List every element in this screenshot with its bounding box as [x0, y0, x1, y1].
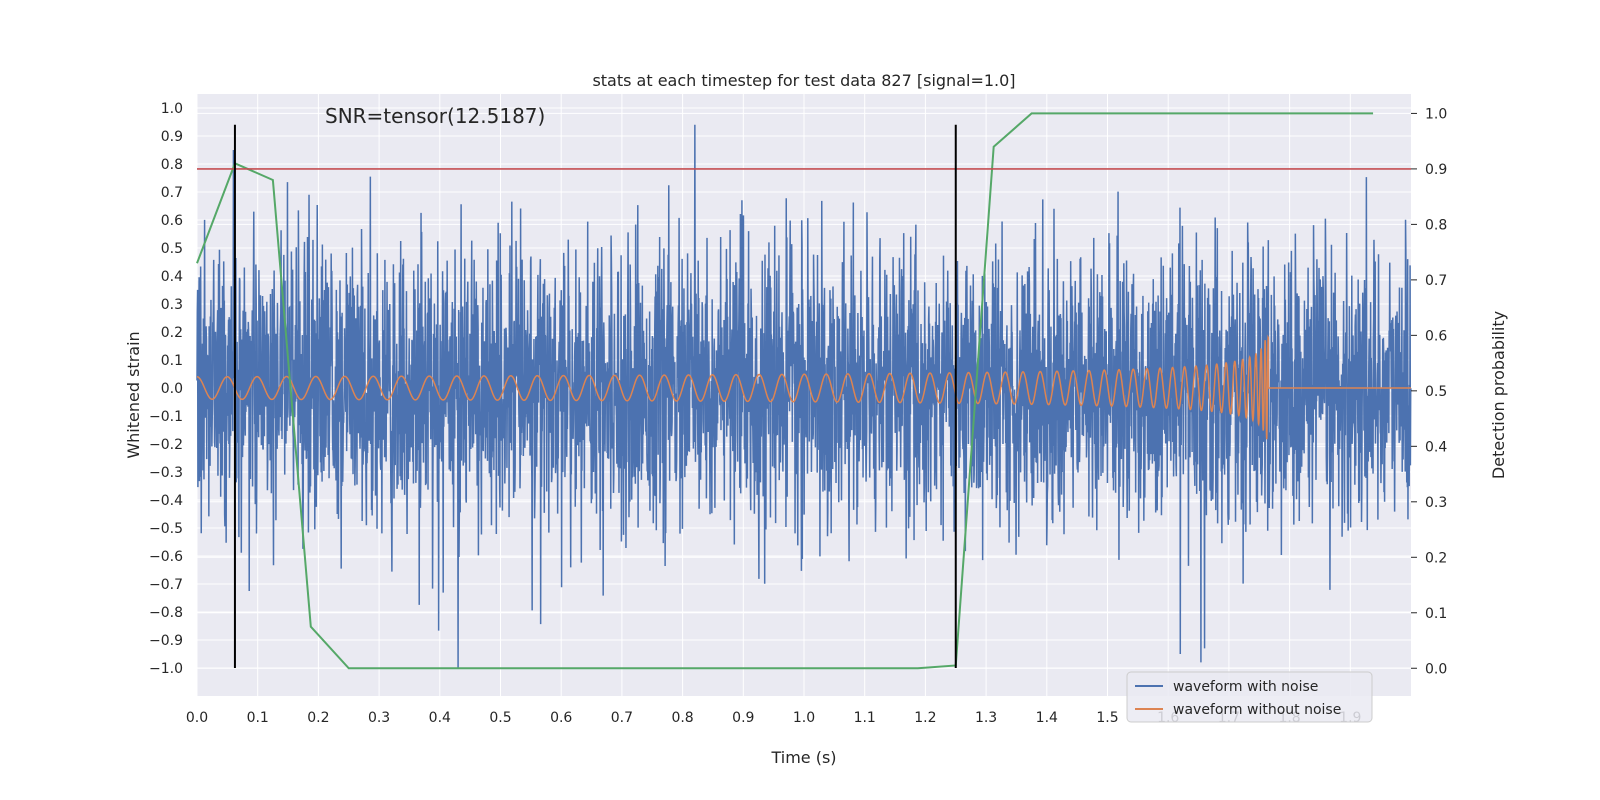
x-tick-label: 1.0 [793, 710, 815, 726]
x-tick-label: 0.5 [489, 710, 511, 726]
x-tick-label: 0.1 [247, 710, 269, 726]
y-tick-label: 0.0 [161, 381, 183, 397]
y-tick-label: 0.9 [161, 129, 183, 145]
y-tick-label: 1.0 [161, 101, 183, 117]
x-tick-label: 0.9 [732, 710, 754, 726]
legend-box [1126, 671, 1373, 723]
series-layer [196, 112, 1412, 670]
y2-tick-label: 0.2 [1425, 550, 1447, 566]
x-tick-label: 1.1 [854, 710, 876, 726]
y-tick-label: 0.8 [161, 157, 183, 173]
snr-annotation: SNR=tensor(12.5187) [325, 104, 545, 128]
y-tick-label: −0.4 [149, 493, 183, 509]
legend-label: waveform with noise [1173, 679, 1318, 695]
x-tick-label: 1.5 [1096, 710, 1118, 726]
y2-axis-label: Detection probability [1489, 311, 1508, 479]
y-axis-label: Whitened strain [124, 331, 143, 458]
x-tick-label: 1.2 [914, 710, 936, 726]
x-tick-label: 0.4 [429, 710, 451, 726]
y2-tick-label: 0.9 [1425, 162, 1447, 178]
x-tick-label: 0.3 [368, 710, 390, 726]
x-tick-label: 1.3 [975, 710, 997, 726]
y2-tick-label: 1.0 [1425, 106, 1447, 122]
overlay-layer [197, 124, 1411, 668]
y-tick-label: 0.4 [161, 269, 183, 285]
y-tick-label: 0.3 [161, 297, 183, 313]
y-tick-label: −0.7 [149, 577, 183, 593]
y-tick-label: −1.0 [149, 661, 183, 677]
y2-tick-label: 0.0 [1425, 661, 1447, 677]
x-axis-label: Time (s) [770, 748, 836, 767]
y-tick-label: −0.6 [149, 549, 183, 565]
y-tick-label: 0.7 [161, 185, 183, 201]
y2-tick-label: 0.6 [1425, 328, 1447, 344]
y2-tick-label: 0.1 [1425, 606, 1447, 622]
y-tick-label: −0.5 [149, 521, 183, 537]
y-tick-label: 0.6 [161, 213, 183, 229]
series-line-detection-probability [196, 112, 1374, 670]
x-tick-label: 1.4 [1036, 710, 1058, 726]
y-tick-label: 0.1 [161, 353, 183, 369]
series-line-waveform-without-noise [196, 334, 1411, 440]
y2-tick-label: 0.3 [1425, 495, 1447, 511]
y2-tick-label: 0.7 [1425, 273, 1447, 289]
x-tick-label: 0.6 [550, 710, 572, 726]
y-tick-label: 0.2 [161, 325, 183, 341]
y-tick-label: −0.8 [149, 605, 183, 621]
y-tick-label: −0.2 [149, 437, 183, 453]
x-tick-label: 0.0 [186, 710, 208, 726]
y-tick-label: −0.3 [149, 465, 183, 481]
x-tick-label: 0.7 [611, 710, 633, 726]
x-tick-label: 0.8 [671, 710, 693, 726]
y-tick-label: −0.1 [149, 409, 183, 425]
x-tick-label: 0.2 [307, 710, 329, 726]
y2-tick-label: 0.8 [1425, 217, 1447, 233]
y-tick-label: 0.5 [161, 241, 183, 257]
y-tick-label: −0.9 [149, 633, 183, 649]
series-line-waveform-with-noise [196, 124, 1412, 669]
legend-label: waveform without noise [1173, 702, 1341, 718]
ticks: 0.0 0.1 0.2 0.3 0.4 0.5 0.6 0.7 0.8 0.9 1.0 1.1 1.2 1… [149, 101, 1447, 726]
y2-tick-label: 0.5 [1425, 384, 1447, 400]
y2-tick-label: 0.4 [1425, 439, 1447, 455]
chart-title: stats at each timestep for test data 827… [592, 71, 1015, 90]
legend: waveform with noise waveform without nois… [1126, 671, 1373, 723]
